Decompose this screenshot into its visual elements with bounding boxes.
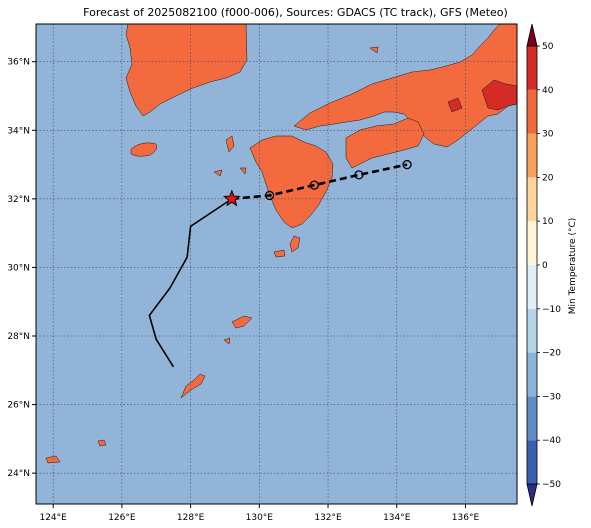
lon-tick-label: 136°E bbox=[452, 513, 480, 523]
warm-patch bbox=[447, 97, 463, 113]
colorbar-tick-label: 0 bbox=[542, 261, 548, 271]
colorbar-tick-label: 20 bbox=[542, 173, 554, 183]
warm-patch bbox=[481, 79, 517, 111]
colorbar-tick-label: 40 bbox=[542, 86, 554, 96]
colorbar-segment bbox=[527, 265, 537, 309]
lon-tick-label: 124°E bbox=[39, 513, 67, 523]
colorbar-segment bbox=[527, 396, 537, 441]
lat-tick-label: 30°N bbox=[7, 263, 30, 273]
lat-tick-label: 24°N bbox=[7, 469, 30, 479]
colorbar-segment bbox=[527, 177, 537, 222]
land-islet bbox=[239, 167, 247, 175]
colorbar-tick-label: 30 bbox=[542, 130, 554, 140]
colorbar-tick-label: 50 bbox=[542, 42, 554, 52]
lon-tick-label: 134°E bbox=[383, 513, 411, 523]
colorbar-segment bbox=[527, 440, 537, 484]
graticule bbox=[36, 24, 517, 504]
lon-tick-label: 132°E bbox=[314, 513, 342, 523]
colorbar-tick-label: 10 bbox=[542, 217, 554, 227]
colorbar-tick-label: −40 bbox=[542, 436, 561, 446]
land-okinawa bbox=[180, 373, 206, 399]
forecast-track-line bbox=[231, 163, 408, 201]
land-islet bbox=[223, 337, 231, 345]
forecast-point bbox=[402, 159, 412, 170]
colorbar-segment bbox=[527, 133, 537, 178]
land-tanegashima bbox=[289, 235, 301, 253]
lon-tick-label: 130°E bbox=[246, 513, 274, 523]
colorbar-tick-label: −10 bbox=[542, 305, 561, 315]
colorbar-tick-label: −50 bbox=[542, 480, 561, 490]
land-jeju bbox=[130, 142, 157, 157]
lon-tick-label: 126°E bbox=[108, 513, 136, 523]
tc-tracks bbox=[148, 159, 412, 368]
lat-tick-label: 26°N bbox=[7, 401, 30, 411]
lat-tick-label: 36°N bbox=[7, 58, 30, 68]
land-tsushima bbox=[225, 135, 235, 153]
lat-tick-label: 34°N bbox=[7, 126, 30, 136]
land-kyushu bbox=[249, 135, 334, 229]
forecast-point bbox=[354, 170, 364, 180]
colorbar-segment bbox=[527, 46, 537, 90]
colorbar-tick-label: −20 bbox=[542, 349, 561, 359]
colorbar-extend-max bbox=[526, 23, 538, 47]
colorbar-label: Min Temperature (°C) bbox=[568, 218, 578, 315]
land-islet bbox=[97, 439, 107, 447]
colorbar-segment bbox=[527, 352, 537, 397]
forecast-point bbox=[264, 190, 275, 201]
land-amami bbox=[231, 315, 253, 329]
land-korea bbox=[125, 24, 248, 117]
figure-title: Forecast of 2025082100 (f000-006), Sourc… bbox=[83, 6, 508, 19]
map-frame bbox=[35, 23, 518, 505]
lon-tick-label: 128°E bbox=[177, 513, 205, 523]
colorbar-extend-min bbox=[526, 483, 538, 507]
colorbar-segment bbox=[527, 221, 537, 265]
land-yakushima bbox=[273, 249, 286, 258]
current-position-star bbox=[222, 189, 241, 207]
colorbar-tick-label: −30 bbox=[542, 392, 561, 402]
colorbar-segment bbox=[527, 89, 537, 134]
land-islet bbox=[369, 46, 379, 54]
lat-tick-label: 32°N bbox=[7, 195, 30, 205]
colorbar: −50 −40 −30 −20 −10 0 10 20 30 40 50 bbox=[526, 23, 561, 507]
land-islet bbox=[213, 169, 223, 177]
tick-labels: 124°E 126°E 128°E 130°E 132°E 134°E 136°E 24°N 2… bbox=[7, 58, 479, 523]
forecast-point bbox=[309, 180, 319, 190]
past-track-line bbox=[148, 198, 233, 368]
land-honshu bbox=[293, 24, 517, 148]
colorbar-segment bbox=[527, 308, 537, 353]
lat-tick-label: 28°N bbox=[7, 332, 30, 342]
